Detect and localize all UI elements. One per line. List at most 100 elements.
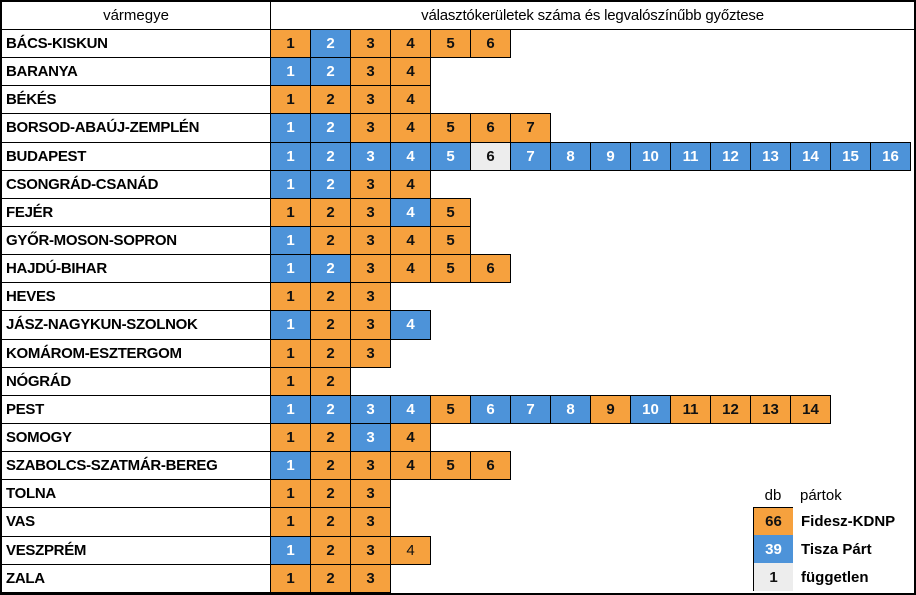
table-row: BÁCS-KISKUN 1 2 3 4 5 6	[2, 30, 914, 59]
county-name: HEVES	[2, 283, 271, 312]
district-cell: 2	[311, 508, 351, 537]
district-cell: 1	[271, 367, 311, 396]
legend-body: 66 Fidesz-KDNP 39 Tisza Párt 1 független	[753, 507, 896, 592]
legend-item: 66 Fidesz-KDNP	[753, 507, 896, 536]
county-name: VESZPRÉM	[2, 536, 271, 565]
county-name: KOMÁROM-ESZTERGOM	[2, 339, 271, 368]
district-cell: 11	[671, 141, 711, 171]
table-row: HEVES 1 2 3	[2, 283, 914, 312]
district-cell: 3	[351, 58, 391, 87]
district-cell: 1	[271, 226, 311, 256]
district-cell: 1	[271, 86, 311, 115]
district-cell: 6	[471, 30, 511, 59]
legend-count-header: db	[764, 486, 782, 504]
table-row: CSONGRÁD-CSANÁD 1 2 3 4	[2, 170, 914, 199]
district-cell: 2	[311, 58, 351, 87]
district-cell: 1	[271, 114, 311, 143]
county-name: JÁSZ-NAGYKUN-SZOLNOK	[2, 311, 271, 340]
legend-header: db pártok	[753, 483, 895, 507]
district-cell: 3	[351, 480, 391, 509]
district-cell: 4	[391, 198, 431, 227]
table-row: ZALA 1 2 3	[2, 564, 914, 593]
legend: db pártok 66 Fidesz-KDNP 39 Tisza Párt 1 függ…	[753, 483, 896, 592]
table-row: TOLNA 1 2 3	[2, 480, 914, 509]
district-cell: 5	[431, 394, 471, 424]
district-cell: 2	[311, 283, 351, 312]
district-cell: 4	[391, 86, 431, 115]
county-name: PEST	[2, 395, 271, 424]
district-cell: 6	[471, 451, 511, 481]
district-cell: 1	[271, 142, 311, 171]
district-cell: 1	[271, 311, 311, 340]
district-cell: 3	[351, 255, 391, 284]
district-cell: 1	[271, 170, 311, 199]
district-cell: 2	[311, 30, 351, 59]
district-cell: 3	[351, 86, 391, 115]
table-row: BARANYA 1 2 3 4	[2, 58, 914, 87]
district-cell: 1	[271, 423, 311, 453]
district-cell: 3	[351, 142, 391, 171]
district-cell: 6	[471, 394, 511, 424]
district-cell: 1	[271, 255, 311, 284]
district-cell: 10	[631, 141, 671, 171]
district-cell: 13	[751, 141, 791, 171]
district-cell: 3	[351, 198, 391, 227]
district-cell: 2	[311, 423, 351, 453]
legend-party-label: Tisza Párt	[801, 540, 872, 558]
district-cell: 2	[311, 226, 351, 256]
district-cell: 1	[271, 30, 311, 59]
county-name: SZABOLCS-SZATMÁR-BEREG	[2, 452, 271, 481]
district-cell: 4	[391, 58, 431, 87]
district-cell: 1	[271, 58, 311, 87]
district-cell: 5	[431, 142, 471, 171]
legend-count-swatch: 1	[753, 563, 793, 592]
district-cell: 1	[271, 508, 311, 537]
legend-party-label: Fidesz-KDNP	[801, 512, 896, 530]
table-row: KOMÁROM-ESZTERGOM 1 2 3	[2, 339, 914, 368]
table-row: BORSOD-ABAÚJ-ZEMPLÉN 1 2 3 4 5 6 7	[2, 113, 914, 143]
table-row: BÉKÉS 1 2 3 4	[2, 86, 914, 115]
district-cell: 4	[391, 310, 431, 340]
district-cell: 3	[351, 452, 391, 481]
district-cell: 4	[391, 226, 431, 256]
district-cell: 2	[311, 480, 351, 509]
district-cell: 1	[271, 339, 311, 368]
district-cell: 7	[511, 142, 551, 171]
district-cell: 5	[431, 451, 471, 481]
district-cell: 1	[271, 395, 311, 424]
district-cell: 4	[391, 394, 431, 424]
county-column-header: vármegye	[2, 2, 271, 29]
district-cell: 5	[431, 197, 471, 227]
legend-count-swatch: 39	[753, 535, 793, 564]
district-cell: 1	[271, 564, 311, 593]
district-cell: 4	[391, 142, 431, 171]
district-cell: 12	[711, 394, 751, 424]
district-cell: 2	[311, 395, 351, 424]
district-cell: 2	[311, 114, 351, 143]
table-row: NÓGRÁD 1 2	[2, 367, 914, 396]
district-cell: 5	[431, 30, 471, 59]
district-cell: 8	[551, 394, 591, 424]
county-name: BARANYA	[2, 58, 271, 87]
table-row: JÁSZ-NAGYKUN-SZOLNOK 1 2 3 4	[2, 310, 914, 340]
district-cell: 5	[431, 226, 471, 256]
district-cell: 3	[351, 283, 391, 312]
legend-count-swatch: 66	[753, 507, 793, 536]
legend-party-label: független	[801, 568, 869, 586]
county-name: ZALA	[2, 564, 271, 593]
county-name: NÓGRÁD	[2, 367, 271, 396]
table-body: BÁCS-KISKUN 1 2 3 4 5 6 BARANYA 1 2 3 4 BÉKÉS 1 2 3 4 BOR…	[2, 30, 914, 593]
district-cell: 3	[351, 536, 391, 565]
district-cell: 3	[351, 423, 391, 453]
county-name: SOMOGY	[2, 423, 271, 453]
district-cell: 4	[391, 535, 431, 565]
district-cell: 3	[351, 311, 391, 340]
table-row: SOMOGY 1 2 3 4	[2, 423, 914, 453]
county-name: CSONGRÁD-CSANÁD	[2, 170, 271, 199]
district-cell: 2	[311, 311, 351, 340]
county-name: BÁCS-KISKUN	[2, 30, 271, 59]
district-cell: 4	[391, 255, 431, 284]
table-row: SZABOLCS-SZATMÁR-BEREG 1 2 3 4 5 6	[2, 451, 914, 481]
district-cell: 2	[311, 536, 351, 565]
district-cell: 7	[511, 113, 551, 143]
